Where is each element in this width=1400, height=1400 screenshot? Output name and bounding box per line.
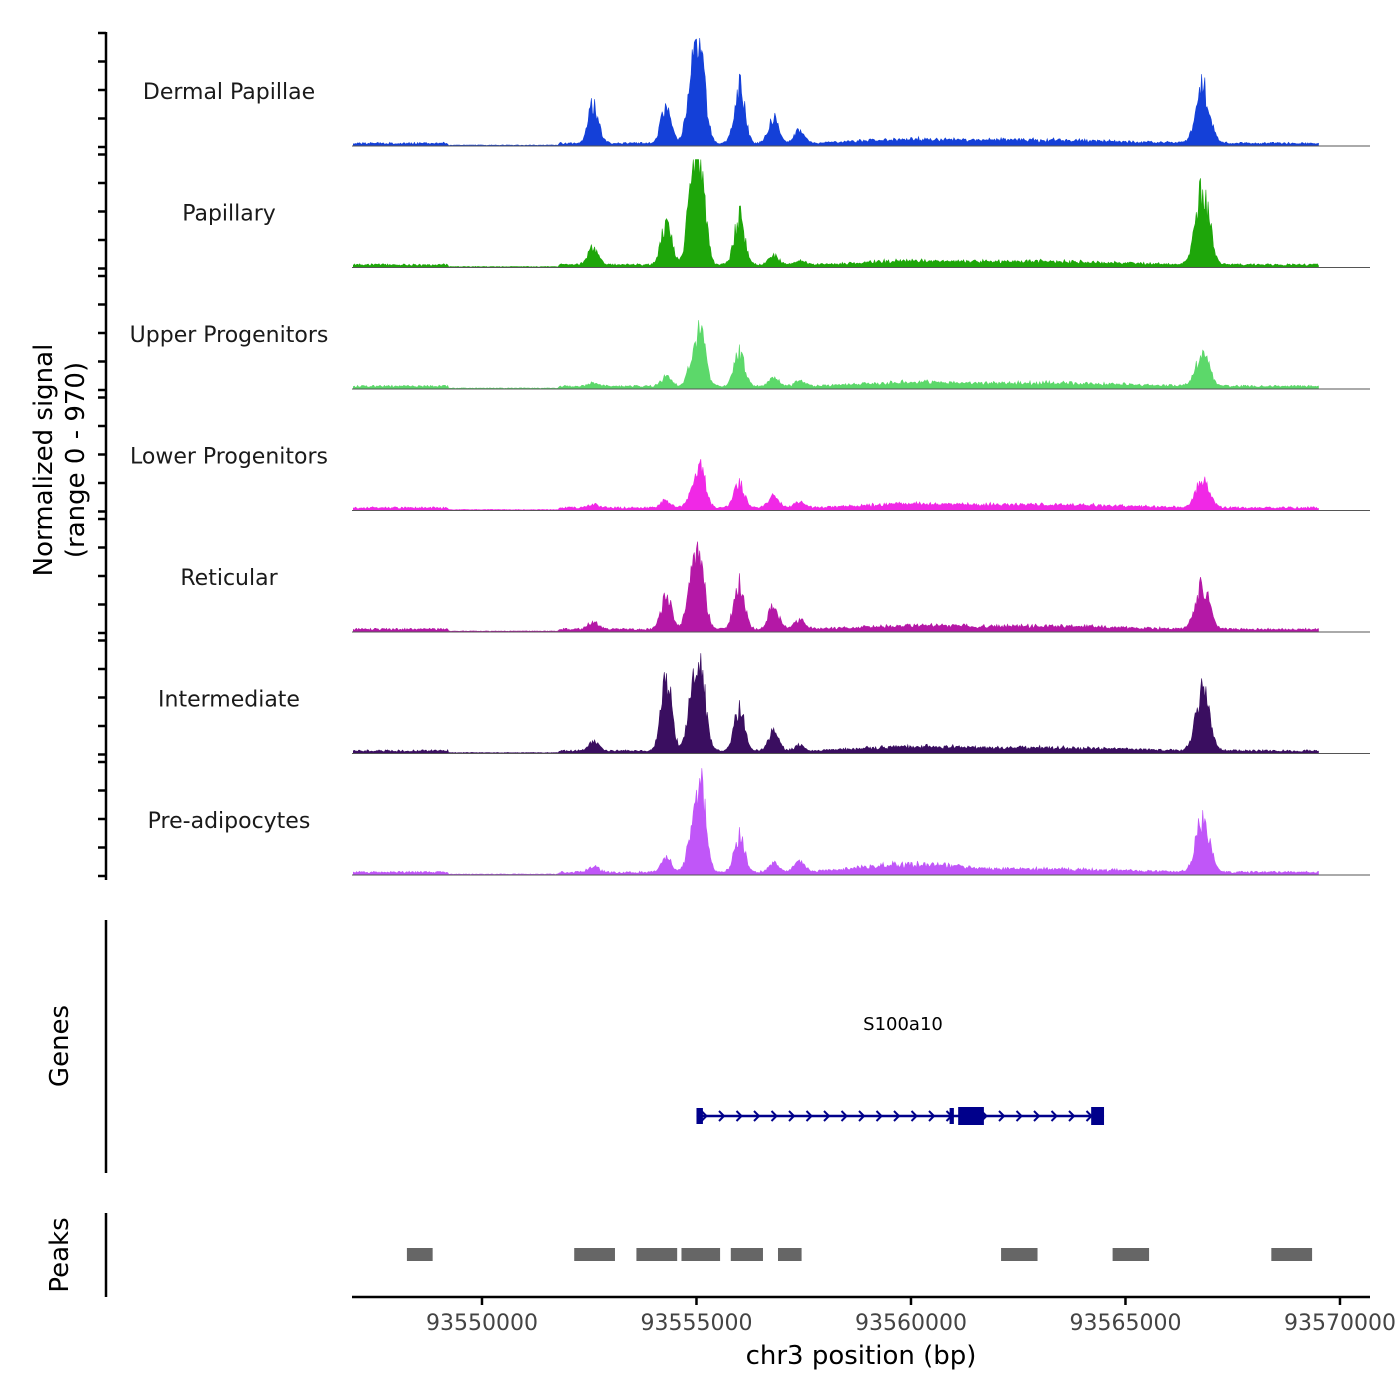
x-axis-title: chr3 position (bp) [746, 1341, 977, 1371]
strand-arrow [858, 1110, 866, 1122]
strand-arrow [910, 1110, 918, 1122]
peaks-panel: Peaks [45, 1213, 1313, 1297]
strand-arrow [700, 1110, 708, 1122]
strand-arrow [840, 1110, 848, 1122]
peak-region [777, 1248, 802, 1261]
track-lower-progenitors: Lower Progenitors [130, 445, 1370, 511]
y-axis-title-line2: (range 0 - 970) [61, 362, 91, 558]
strand-arrow [928, 1110, 936, 1122]
y-axis-title-line1: Normalized signal [29, 344, 59, 577]
strand-arrow [770, 1110, 778, 1122]
track-reticular: Reticular [180, 541, 1370, 633]
track-label: Upper Progenitors [130, 323, 329, 348]
peak-region [574, 1248, 615, 1261]
strand-arrow [893, 1110, 901, 1122]
strand-arrow [875, 1110, 883, 1122]
gene-exon [949, 1108, 954, 1124]
x-axis: 93550000 93555000 93560000 93565000 93570000… [352, 1295, 1396, 1371]
track-upper-progenitors: Upper Progenitors [130, 320, 1370, 390]
coverage-area [353, 541, 1319, 633]
coverage-area [353, 320, 1319, 390]
peak-region [1112, 1248, 1150, 1261]
track-label: Pre-adipocytes [148, 809, 311, 834]
strand-arrow [1033, 1110, 1041, 1122]
track-dermal-papillae: Dermal Papillae [143, 37, 1370, 147]
strand-arrow [1068, 1110, 1076, 1122]
peak-region [1271, 1248, 1313, 1261]
x-tick-label: 93570000 [1284, 1311, 1396, 1336]
strand-arrow [718, 1110, 726, 1122]
coverage-y-ticks [98, 31, 106, 878]
peak-regions [406, 1248, 1313, 1261]
coverage-tracks: Dermal Papillae Papillary Upper Progenitor… [130, 37, 1370, 876]
coverage-area [353, 768, 1319, 876]
strand-arrow [788, 1110, 796, 1122]
track-label: Intermediate [158, 688, 300, 713]
strand-arrow [735, 1110, 743, 1122]
gene-exon [1091, 1107, 1105, 1125]
peak-region [681, 1248, 721, 1261]
track-label: Reticular [180, 566, 278, 591]
strand-arrow [1050, 1110, 1058, 1122]
gene-exon [696, 1108, 703, 1124]
gene-model-s100a10 [696, 1107, 1105, 1125]
track-papillary: Papillary [182, 159, 1370, 268]
gene-label-s100a10: S100a10 [863, 1014, 943, 1035]
track-label: Dermal Papillae [143, 80, 315, 105]
gene-exon [958, 1107, 984, 1125]
x-tick-label: 93550000 [426, 1311, 538, 1336]
coverage-area [353, 159, 1319, 268]
strand-arrow [1015, 1110, 1023, 1122]
x-tick-label: 93555000 [640, 1311, 752, 1336]
coverage-area [353, 37, 1319, 147]
peaks-panel-title: Peaks [45, 1217, 75, 1292]
genes-panel: Genes S100a10 [45, 920, 1105, 1173]
strand-arrow [753, 1110, 761, 1122]
track-intermediate: Intermediate [158, 653, 1370, 754]
strand-arrow [805, 1110, 813, 1122]
genes-panel-title: Genes [45, 1005, 75, 1087]
coverage-area [353, 459, 1319, 511]
track-label: Papillary [182, 202, 276, 227]
x-tick-label: 93565000 [1069, 1311, 1181, 1336]
strand-arrow [998, 1110, 1006, 1122]
track-label: Lower Progenitors [130, 445, 328, 470]
peak-region [730, 1248, 763, 1261]
peak-region [406, 1248, 433, 1261]
strand-arrow [823, 1110, 831, 1122]
peak-region [1001, 1248, 1038, 1261]
y-axis-title: Normalized signal (range 0 - 970) [29, 344, 91, 577]
peak-region [636, 1248, 678, 1261]
track-pre-adipocytes: Pre-adipocytes [148, 768, 1370, 876]
coverage-area [353, 653, 1319, 754]
x-axis-ticks: 93550000 93555000 93560000 93565000 93570000 [426, 1297, 1396, 1336]
x-tick-label: 93560000 [855, 1311, 967, 1336]
